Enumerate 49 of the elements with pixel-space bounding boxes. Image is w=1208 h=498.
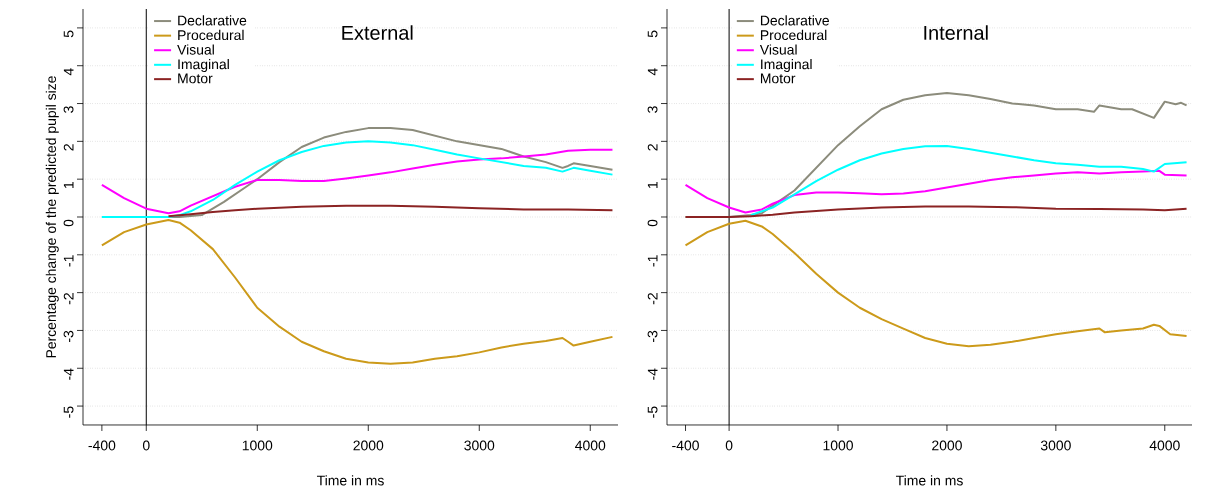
y-tick-label: -4 (63, 368, 74, 380)
x-tick-label: 2000 (353, 440, 384, 451)
x-tick-label: 0 (725, 440, 733, 451)
y-tick-label: -1 (647, 255, 658, 267)
y-tick-label: 0 (63, 219, 74, 227)
legend-label: Motor (760, 73, 796, 84)
y-tick-label: -3 (647, 330, 658, 343)
legend-label: Imaginal (178, 59, 229, 73)
legend-label: Motor (178, 73, 213, 84)
y-tick-label: 4 (647, 68, 658, 76)
x-tick-label: 1000 (823, 440, 853, 451)
y-tick-label: 2 (63, 144, 74, 151)
legend-label: Declarative (178, 15, 247, 26)
y-tick-label: 0 (647, 219, 658, 227)
y-tick-label: -1 (63, 255, 74, 267)
x-tick-label: 4000 (1149, 440, 1180, 451)
x-tick-label: 4000 (575, 440, 606, 451)
x-tick-label: 3000 (464, 440, 495, 451)
y-tick-label: 3 (647, 106, 658, 113)
x-tick-label: 2000 (932, 440, 962, 451)
text: External (342, 25, 413, 40)
y-tick-label: -3 (63, 330, 74, 343)
legend-label: Visual (759, 44, 797, 55)
y-tick-label: 1 (647, 181, 658, 188)
text: Internal (924, 25, 988, 40)
legend-label: Visual (177, 44, 214, 55)
x-tick-label: 0 (142, 440, 150, 451)
y-tick-label: 5 (63, 30, 74, 38)
legend-label: Imaginal (761, 59, 812, 73)
legend-label: Procedural (760, 29, 827, 41)
y-tick-label: 5 (647, 30, 658, 38)
y-tick-label: 4 (63, 68, 74, 76)
y-tick-label: -5 (63, 406, 74, 418)
x-tick-label: 1000 (242, 440, 273, 451)
x-axis-title: Time in ms (895, 475, 963, 486)
x-tick-label: -400 (88, 440, 116, 451)
x-tick-label: -400 (672, 440, 699, 451)
y-tick-label: 1 (63, 181, 74, 188)
legend-label: Procedural (178, 29, 244, 41)
y-tick-label: 2 (647, 144, 658, 151)
x-tick-label: 3000 (1040, 440, 1071, 451)
legend-label: Declarative (760, 15, 829, 26)
y-axis-title: Percentage change of the predicted pupil size (45, 76, 59, 358)
y-tick-label: 3 (63, 106, 74, 113)
x-axis-title: Time in ms (316, 475, 384, 486)
y-tick-label: -4 (647, 368, 658, 380)
y-tick-label: -2 (647, 293, 658, 305)
y-tick-label: -5 (647, 406, 658, 418)
y-tick-label: -2 (63, 293, 74, 305)
